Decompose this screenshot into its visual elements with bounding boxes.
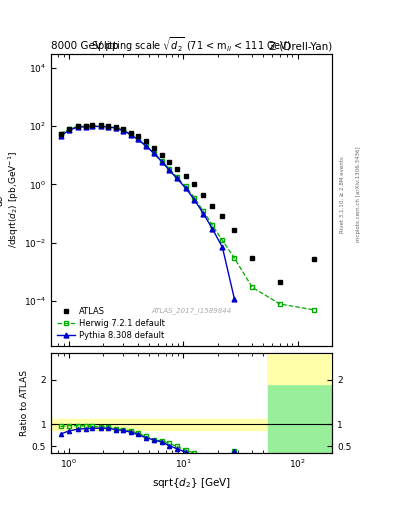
ATLAS	[66, 126, 71, 132]
ATLAS	[192, 181, 196, 187]
Pythia 8.308 default	[192, 197, 196, 203]
Line: Pythia 8.308 default: Pythia 8.308 default	[58, 124, 237, 301]
ATLAS	[220, 214, 225, 220]
Herwig 7.2.1 default	[59, 131, 63, 137]
Pythia 8.308 default	[232, 296, 237, 302]
ATLAS	[210, 203, 215, 209]
Herwig 7.2.1 default	[232, 255, 237, 261]
Herwig 7.2.1 default	[106, 123, 110, 130]
Herwig 7.2.1 default	[201, 208, 206, 215]
Pythia 8.308 default	[220, 244, 225, 250]
Herwig 7.2.1 default	[160, 158, 164, 164]
Herwig 7.2.1 default	[183, 183, 188, 189]
Herwig 7.2.1 default	[151, 150, 156, 156]
ATLAS	[277, 279, 282, 285]
ATLAS	[167, 159, 171, 165]
Herwig 7.2.1 default	[210, 222, 215, 228]
ATLAS	[75, 123, 80, 129]
Pythia 8.308 default	[160, 159, 164, 165]
Pythia 8.308 default	[98, 123, 103, 130]
ATLAS	[174, 165, 179, 172]
ATLAS	[90, 122, 95, 129]
ATLAS	[129, 130, 133, 136]
ATLAS	[183, 173, 188, 179]
Pythia 8.308 default	[114, 125, 119, 131]
Herwig 7.2.1 default	[277, 301, 282, 307]
Pythia 8.308 default	[167, 166, 171, 173]
Herwig 7.2.1 default	[121, 127, 126, 133]
Herwig 7.2.1 default	[174, 174, 179, 180]
Herwig 7.2.1 default	[143, 142, 148, 148]
Pythia 8.308 default	[129, 132, 133, 138]
Legend: ATLAS, Herwig 7.2.1 default, Pythia 8.308 default: ATLAS, Herwig 7.2.1 default, Pythia 8.30…	[55, 305, 166, 342]
Text: 8000 GeV pp: 8000 GeV pp	[51, 41, 119, 51]
ATLAS	[250, 255, 255, 261]
Herwig 7.2.1 default	[66, 126, 71, 132]
Line: ATLAS: ATLAS	[58, 123, 317, 285]
Herwig 7.2.1 default	[129, 131, 133, 137]
Pythia 8.308 default	[135, 136, 140, 142]
Pythia 8.308 default	[143, 143, 148, 149]
Pythia 8.308 default	[106, 124, 110, 130]
Pythia 8.308 default	[210, 226, 215, 232]
ATLAS	[98, 122, 103, 129]
ATLAS	[59, 131, 63, 137]
Herwig 7.2.1 default	[98, 123, 103, 129]
Pythia 8.308 default	[75, 124, 80, 130]
Herwig 7.2.1 default	[167, 165, 171, 172]
Pythia 8.308 default	[174, 176, 179, 182]
ATLAS	[312, 256, 317, 262]
ATLAS	[232, 227, 237, 233]
Herwig 7.2.1 default	[75, 123, 80, 130]
Pythia 8.308 default	[151, 150, 156, 156]
ATLAS	[201, 191, 206, 198]
Herwig 7.2.1 default	[90, 123, 95, 129]
Text: ATLAS_2017_I1589844: ATLAS_2017_I1589844	[151, 307, 232, 314]
Y-axis label: Ratio to ATLAS: Ratio to ATLAS	[20, 370, 29, 436]
Text: mcplots.cern.ch [arXiv:1306.3436]: mcplots.cern.ch [arXiv:1306.3436]	[356, 147, 361, 242]
Text: Rivet 3.1.10, ≥ 2.8M events: Rivet 3.1.10, ≥ 2.8M events	[340, 156, 345, 233]
Y-axis label: d$\sigma$
/dsqrt($d_2$) [pb,GeV$^{-1}$]: d$\sigma$ /dsqrt($d_2$) [pb,GeV$^{-1}$]	[0, 151, 21, 248]
ATLAS	[106, 123, 110, 129]
ATLAS	[143, 138, 148, 144]
ATLAS	[121, 126, 126, 132]
Herwig 7.2.1 default	[220, 238, 225, 244]
Line: Herwig 7.2.1 default: Herwig 7.2.1 default	[58, 123, 317, 312]
Pythia 8.308 default	[183, 185, 188, 191]
Herwig 7.2.1 default	[83, 123, 88, 130]
Title: Splitting scale $\sqrt{d_2}$ (71 < m$_{ll}$ < 111 GeV): Splitting scale $\sqrt{d_2}$ (71 < m$_{l…	[91, 35, 292, 54]
ATLAS	[135, 133, 140, 139]
Pythia 8.308 default	[201, 210, 206, 217]
ATLAS	[160, 152, 164, 158]
Herwig 7.2.1 default	[114, 124, 119, 131]
Pythia 8.308 default	[66, 127, 71, 133]
ATLAS	[83, 123, 88, 129]
Herwig 7.2.1 default	[135, 136, 140, 142]
X-axis label: sqrt{$d_2$} [GeV]: sqrt{$d_2$} [GeV]	[152, 476, 231, 490]
Pythia 8.308 default	[121, 127, 126, 134]
Herwig 7.2.1 default	[192, 195, 196, 201]
ATLAS	[151, 145, 156, 151]
Text: Z (Drell-Yan): Z (Drell-Yan)	[269, 41, 332, 51]
Herwig 7.2.1 default	[312, 307, 317, 313]
ATLAS	[114, 123, 119, 130]
Pythia 8.308 default	[83, 124, 88, 130]
Pythia 8.308 default	[59, 133, 63, 139]
Herwig 7.2.1 default	[250, 284, 255, 290]
Pythia 8.308 default	[90, 123, 95, 130]
